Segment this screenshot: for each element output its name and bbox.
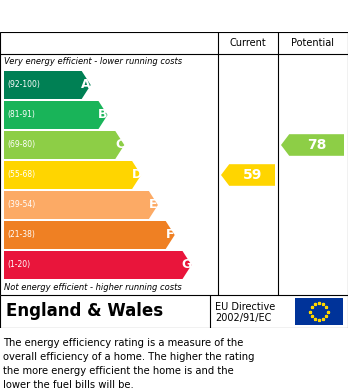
Text: Current: Current bbox=[230, 38, 266, 48]
Polygon shape bbox=[4, 221, 175, 249]
Text: (69-80): (69-80) bbox=[7, 140, 35, 149]
Text: Energy Efficiency Rating: Energy Efficiency Rating bbox=[9, 10, 219, 25]
Text: F: F bbox=[166, 228, 174, 242]
Polygon shape bbox=[4, 101, 108, 129]
Text: (92-100): (92-100) bbox=[7, 81, 40, 90]
Text: Not energy efficient - higher running costs: Not energy efficient - higher running co… bbox=[4, 283, 182, 292]
Text: England & Wales: England & Wales bbox=[6, 303, 163, 321]
Text: (21-38): (21-38) bbox=[7, 231, 35, 240]
Text: D: D bbox=[132, 169, 142, 181]
Polygon shape bbox=[4, 251, 191, 279]
Text: the more energy efficient the home is and the: the more energy efficient the home is an… bbox=[3, 366, 234, 376]
Text: (1-20): (1-20) bbox=[7, 260, 30, 269]
Text: overall efficiency of a home. The higher the rating: overall efficiency of a home. The higher… bbox=[3, 352, 255, 362]
Polygon shape bbox=[4, 191, 158, 219]
Text: Very energy efficient - lower running costs: Very energy efficient - lower running co… bbox=[4, 57, 182, 66]
Polygon shape bbox=[221, 164, 275, 186]
Text: (39-54): (39-54) bbox=[7, 201, 35, 210]
Text: (81-91): (81-91) bbox=[7, 111, 35, 120]
Text: C: C bbox=[115, 138, 124, 151]
Text: A: A bbox=[81, 79, 91, 91]
Text: 59: 59 bbox=[243, 168, 262, 182]
Text: lower the fuel bills will be.: lower the fuel bills will be. bbox=[3, 380, 134, 390]
Text: 78: 78 bbox=[307, 138, 326, 152]
Polygon shape bbox=[281, 134, 344, 156]
Polygon shape bbox=[4, 131, 124, 159]
Text: Potential: Potential bbox=[292, 38, 334, 48]
Text: B: B bbox=[98, 108, 108, 122]
Text: EU Directive: EU Directive bbox=[215, 301, 275, 312]
Bar bbox=[295, 298, 343, 325]
Text: (55-68): (55-68) bbox=[7, 170, 35, 179]
Text: G: G bbox=[182, 258, 192, 271]
Text: 2002/91/EC: 2002/91/EC bbox=[215, 313, 271, 323]
Text: The energy efficiency rating is a measure of the: The energy efficiency rating is a measur… bbox=[3, 338, 244, 348]
Polygon shape bbox=[4, 71, 91, 99]
Polygon shape bbox=[4, 161, 141, 189]
Text: E: E bbox=[149, 199, 158, 212]
